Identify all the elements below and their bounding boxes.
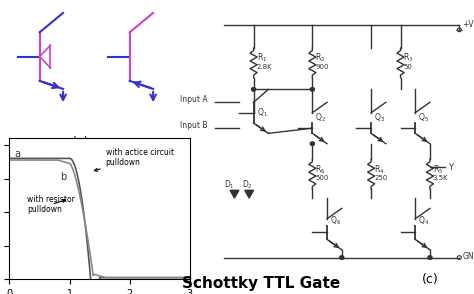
Polygon shape xyxy=(245,190,254,198)
Line: active: active xyxy=(9,158,190,294)
Text: +VCC: +VCC xyxy=(462,20,474,29)
Circle shape xyxy=(428,256,432,259)
Text: (c): (c) xyxy=(421,273,438,286)
Text: Q$_1$: Q$_1$ xyxy=(256,106,267,119)
Text: b: b xyxy=(61,172,67,182)
Text: 3.5K: 3.5K xyxy=(433,175,448,181)
Circle shape xyxy=(252,88,255,91)
resistor xyxy=(92,273,98,276)
Text: Schottky TTL Gate: Schottky TTL Gate xyxy=(182,276,340,291)
Text: 500: 500 xyxy=(315,175,328,181)
Text: R$_5$: R$_5$ xyxy=(433,163,443,176)
Text: R$_1$: R$_1$ xyxy=(256,52,267,64)
active xyxy=(187,276,192,279)
Text: R$_4$: R$_4$ xyxy=(374,163,384,176)
Text: D$_1$: D$_1$ xyxy=(224,179,235,191)
Text: R$_2$: R$_2$ xyxy=(315,52,326,64)
Text: with resistor
pulldown: with resistor pulldown xyxy=(27,195,75,214)
Circle shape xyxy=(310,142,314,146)
Text: Y: Y xyxy=(447,163,453,172)
Text: 900: 900 xyxy=(315,64,329,70)
active xyxy=(104,276,110,279)
resistor xyxy=(7,158,12,162)
Text: Q$_5$: Q$_5$ xyxy=(418,111,429,124)
Line: resistor: resistor xyxy=(9,160,190,278)
resistor xyxy=(103,276,109,279)
resistor xyxy=(183,276,189,279)
active xyxy=(7,157,12,160)
Circle shape xyxy=(340,256,344,259)
resistor xyxy=(104,276,110,279)
resistor xyxy=(93,273,99,277)
Text: R$_3$: R$_3$ xyxy=(403,52,414,64)
Text: with actice circuit
pulldown: with actice circuit pulldown xyxy=(94,148,173,171)
Text: a: a xyxy=(14,149,20,159)
Text: Q$_6$: Q$_6$ xyxy=(330,215,341,228)
Polygon shape xyxy=(230,190,239,198)
active xyxy=(114,276,120,279)
Text: 50: 50 xyxy=(403,64,412,70)
Text: Input B: Input B xyxy=(180,121,208,130)
Text: Input A: Input A xyxy=(180,95,208,104)
Text: Q$_4$: Q$_4$ xyxy=(418,215,429,228)
Circle shape xyxy=(310,88,314,91)
Text: 250: 250 xyxy=(374,175,387,181)
resistor xyxy=(114,276,120,279)
resistor xyxy=(155,276,160,279)
active xyxy=(183,276,189,279)
Text: Q$_3$: Q$_3$ xyxy=(374,111,385,124)
Text: D$_2$: D$_2$ xyxy=(242,179,253,191)
active xyxy=(155,276,160,279)
Text: Q$_2$: Q$_2$ xyxy=(315,111,326,124)
Text: (a): (a) xyxy=(73,136,90,148)
resistor xyxy=(187,276,192,279)
Text: R$_6$: R$_6$ xyxy=(315,163,326,176)
Text: GND: GND xyxy=(462,252,474,261)
Text: 2.8K: 2.8K xyxy=(256,64,272,70)
